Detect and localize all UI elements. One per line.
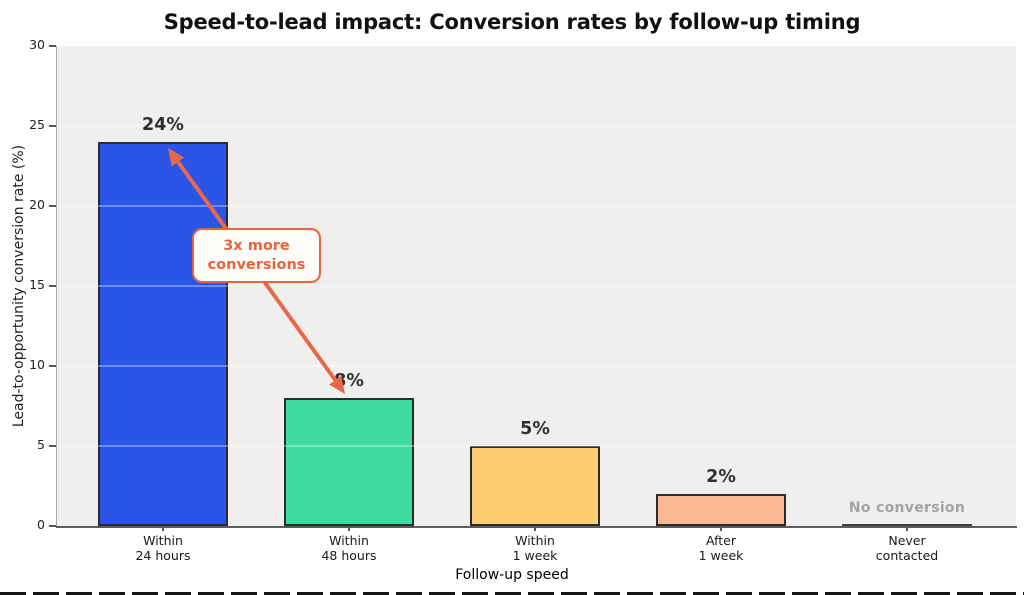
x-tick — [348, 526, 350, 531]
no-conversion-label: No conversion — [848, 500, 966, 516]
x-tick-label: Never contacted — [875, 533, 939, 563]
y-tick — [49, 45, 56, 47]
y-tick-label: 20 — [29, 197, 45, 212]
bar — [656, 494, 786, 526]
x-tick-label: Within 1 week — [512, 533, 558, 563]
x-axis-label: Follow-up speed — [455, 567, 569, 583]
annotation-text-line1: 3x more — [223, 237, 290, 254]
y-axis-spine — [55, 46, 57, 527]
x-tick — [534, 526, 536, 531]
bar — [98, 142, 228, 526]
y-tick — [49, 525, 56, 527]
bar-value-label: 2% — [706, 467, 736, 487]
gridline — [57, 205, 1016, 207]
gridline — [57, 45, 1016, 47]
y-tick-label: 5 — [37, 437, 45, 452]
x-tick-label: Within 24 hours — [135, 533, 191, 563]
y-tick-label: 30 — [29, 37, 45, 52]
x-tick-label: Within 48 hours — [321, 533, 377, 563]
chart-title: Speed-to-lead impact: Conversion rates b… — [163, 10, 861, 34]
x-tick — [906, 526, 908, 531]
y-tick — [49, 365, 56, 367]
gridline — [57, 365, 1016, 367]
bar-value-label: 24% — [142, 115, 184, 135]
x-tick — [720, 526, 722, 531]
bar — [470, 446, 600, 526]
bar-value-label: 5% — [520, 419, 550, 439]
gridline — [57, 445, 1016, 447]
y-tick — [49, 445, 56, 447]
y-axis-label: Lead-to-opportunity conversion rate (%) — [11, 144, 27, 428]
x-axis-spine — [55, 526, 1017, 528]
y-tick-label: 10 — [29, 357, 45, 372]
y-tick — [49, 205, 56, 207]
y-tick-label: 15 — [29, 277, 45, 292]
annotation-box: 3x more conversions — [192, 228, 321, 283]
y-tick — [49, 285, 56, 287]
y-tick-label: 0 — [37, 517, 45, 532]
zero-bar-line — [842, 523, 972, 526]
gridline — [57, 285, 1016, 287]
bottom-crop-edge — [0, 592, 1024, 595]
annotation-text-line2: conversions — [207, 256, 306, 273]
bar-value-label: 8% — [334, 371, 364, 391]
y-tick — [49, 125, 56, 127]
gridline — [57, 125, 1016, 127]
x-tick — [162, 526, 164, 531]
x-tick-label: After 1 week — [698, 533, 744, 563]
bar — [284, 398, 414, 526]
y-tick-label: 25 — [29, 117, 45, 132]
